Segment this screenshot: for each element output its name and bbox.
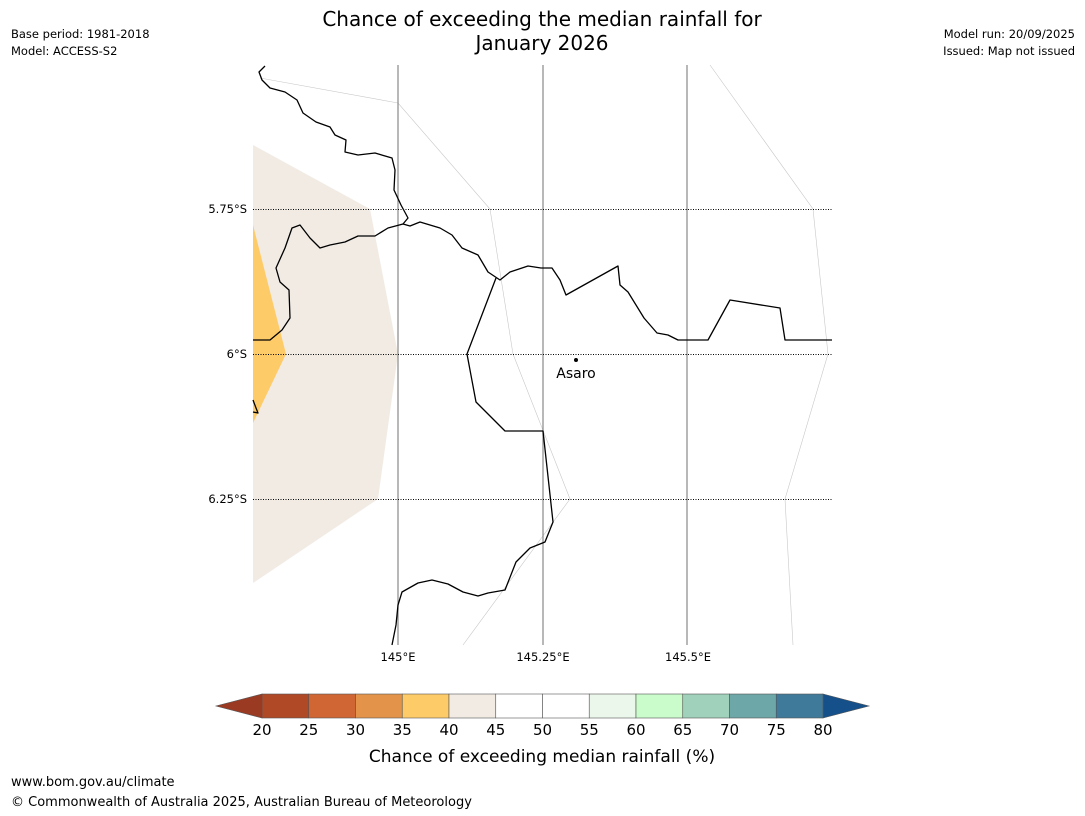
boundary-north (258, 65, 832, 341)
colorbar-segment (495, 693, 543, 719)
colorbar-tick-label: 25 (299, 721, 318, 739)
footer-url[interactable]: www.bom.gov.au/climate (11, 775, 175, 790)
colorbar-tick-label: 30 (346, 721, 365, 739)
lon-label-145-25: 145.25°E (516, 650, 569, 664)
colorbar-tick-label: 60 (626, 721, 645, 739)
shade-40-45 (253, 145, 398, 583)
colorbar-segment (775, 693, 824, 719)
boundary-west (253, 223, 404, 341)
colorbar-tick-label: 35 (393, 721, 412, 739)
map-title: Chance of exceeding the median rainfall … (242, 7, 842, 55)
colorbar-tick-label: 75 (767, 721, 786, 739)
colorbar-segment (635, 693, 684, 719)
lat-label-6-25: 6.25°S (208, 492, 247, 506)
meta-right: Model run: 20/09/2025 Issued: Map not is… (943, 26, 1075, 60)
footer-copyright: © Commonwealth of Australia 2025, Austra… (11, 795, 472, 810)
colorbar-tick-label: 80 (813, 721, 832, 739)
colorbar-segment (682, 693, 730, 719)
shade-35-40 (253, 225, 286, 423)
colorbar-tick-label: 65 (673, 721, 692, 739)
colorbar-tick-label: 20 (252, 721, 271, 739)
colorbar-tick-label: 70 (720, 721, 739, 739)
boundary-west-lower (252, 399, 259, 414)
issued-status: Issued: Map not issued (943, 44, 1075, 58)
colorbar-segment (542, 693, 590, 719)
colorbar-segment (308, 693, 356, 719)
colorbar-tick-label: 55 (580, 721, 599, 739)
colorbar-label: Chance of exceeding median rainfall (%) (369, 747, 715, 767)
lat-label-5-75: 5.75°S (208, 202, 247, 216)
colorbar-tick-label: 40 (439, 721, 458, 739)
asaro-marker[interactable] (574, 358, 578, 362)
base-period: Base period: 1981-2018 (11, 27, 150, 41)
meridians (397, 65, 688, 645)
colorbar-segment (355, 693, 403, 719)
province-boundaries (252, 65, 832, 646)
colorbar-segment (401, 693, 450, 719)
colorbar-under-arrow (214, 693, 263, 719)
colorbar-tick-label: 45 (486, 721, 505, 739)
title-line-2: January 2026 (475, 31, 609, 55)
meta-left: Base period: 1981-2018 Model: ACCESS-S2 (11, 26, 150, 60)
model-run: Model run: 20/09/2025 (943, 27, 1075, 41)
colorbar-segment (729, 693, 777, 719)
lon-label-145-5: 145.5°E (665, 650, 711, 664)
colorbar-over-arrow (822, 693, 871, 719)
title-line-1: Chance of exceeding the median rainfall … (322, 7, 762, 31)
lat-label-6: 6°S (227, 347, 247, 361)
boundary-south (391, 277, 554, 646)
asaro-label: Asaro (556, 366, 595, 382)
lon-label-145: 145°E (381, 650, 416, 664)
colorbar: 20 25 30 35 40 45 50 55 60 65 70 75 80 (214, 693, 871, 739)
parallels (253, 209, 832, 500)
colorbar-segment (261, 693, 310, 719)
colorbar-tick-label: 50 (533, 721, 552, 739)
colorbar-segment (588, 693, 637, 719)
model-name: Model: ACCESS-S2 (11, 44, 118, 58)
colorbar-segment (448, 693, 497, 719)
